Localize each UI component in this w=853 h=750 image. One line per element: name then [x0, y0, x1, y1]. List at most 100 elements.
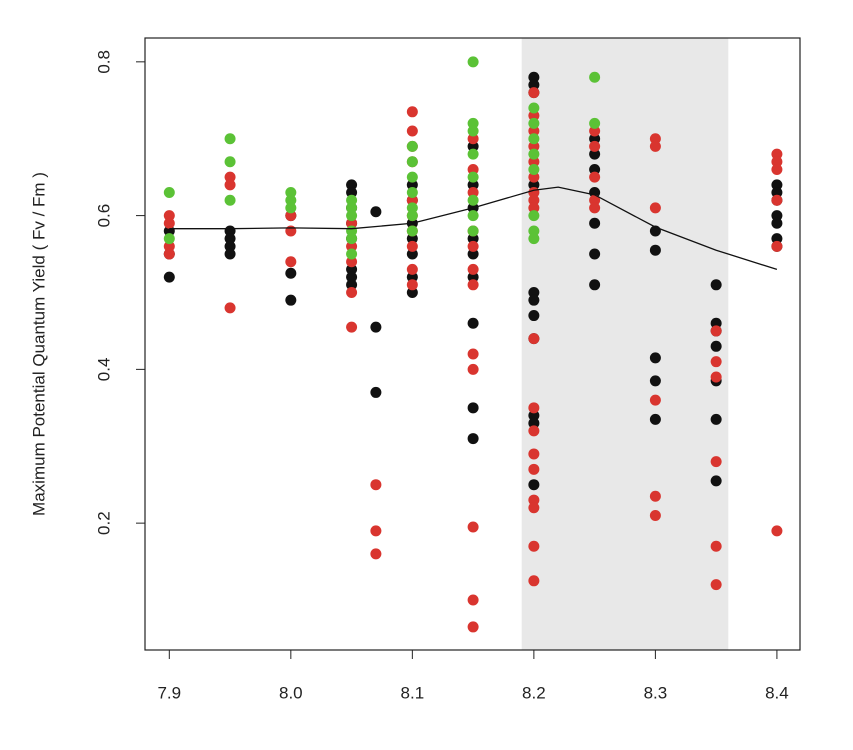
point [224, 240, 236, 252]
point [589, 125, 601, 137]
point [406, 286, 418, 298]
point [589, 148, 601, 160]
point [406, 194, 418, 206]
point [467, 163, 479, 175]
smooth-line [169, 186, 778, 271]
point [406, 202, 418, 214]
point [649, 509, 661, 521]
point [285, 202, 297, 214]
point [528, 125, 540, 137]
point [771, 148, 783, 160]
point [406, 248, 418, 260]
point [346, 321, 358, 333]
point [528, 333, 540, 345]
point [346, 248, 358, 260]
point [346, 240, 358, 252]
point [589, 163, 601, 175]
point [406, 233, 418, 245]
point [224, 179, 236, 191]
point [467, 363, 479, 375]
x-tick-label: 7.9 [157, 683, 181, 702]
point [224, 171, 236, 183]
point [649, 375, 661, 387]
point [406, 140, 418, 152]
x-tick-label: 8.3 [644, 683, 668, 702]
point [224, 156, 236, 168]
point [406, 187, 418, 199]
point [771, 156, 783, 168]
point [710, 579, 722, 591]
point [710, 475, 722, 487]
point [710, 279, 722, 291]
point [346, 233, 358, 245]
point [163, 217, 175, 229]
point [528, 179, 540, 191]
point [406, 240, 418, 252]
point [163, 248, 175, 260]
point [467, 194, 479, 206]
point [467, 210, 479, 222]
point [467, 179, 479, 191]
point [528, 102, 540, 114]
point [710, 317, 722, 329]
point [406, 179, 418, 191]
point [346, 210, 358, 222]
point [528, 294, 540, 306]
point [528, 202, 540, 214]
y-tick-label: 0.2 [94, 511, 113, 535]
point [406, 210, 418, 222]
point [589, 248, 601, 260]
point [285, 210, 297, 222]
point [406, 125, 418, 137]
point [649, 133, 661, 145]
point [771, 233, 783, 245]
point [467, 248, 479, 260]
point [346, 286, 358, 298]
point [528, 233, 540, 245]
point [346, 194, 358, 206]
point [406, 271, 418, 283]
point [528, 171, 540, 183]
point [346, 256, 358, 268]
point [589, 133, 601, 145]
point [467, 225, 479, 237]
point [370, 525, 382, 537]
point [710, 413, 722, 425]
point [224, 248, 236, 260]
x-tick-label: 8.1 [401, 683, 425, 702]
point [649, 140, 661, 152]
point [771, 179, 783, 191]
point [467, 279, 479, 291]
point [467, 148, 479, 160]
point [346, 187, 358, 199]
point [589, 117, 601, 129]
point [528, 310, 540, 322]
point [467, 125, 479, 137]
point [528, 225, 540, 237]
point [406, 156, 418, 168]
point [467, 594, 479, 606]
point [467, 433, 479, 445]
point [528, 156, 540, 168]
point [528, 87, 540, 99]
point [528, 479, 540, 491]
point [224, 233, 236, 245]
point [771, 163, 783, 175]
point [467, 187, 479, 199]
point [528, 540, 540, 552]
point [771, 194, 783, 206]
point [346, 263, 358, 275]
point [710, 371, 722, 383]
point [370, 206, 382, 218]
point [406, 263, 418, 275]
point [285, 225, 297, 237]
point [589, 71, 601, 83]
point [346, 217, 358, 229]
point [528, 575, 540, 587]
point [649, 202, 661, 214]
point [467, 317, 479, 329]
point [467, 263, 479, 275]
point [710, 456, 722, 468]
point [224, 133, 236, 145]
